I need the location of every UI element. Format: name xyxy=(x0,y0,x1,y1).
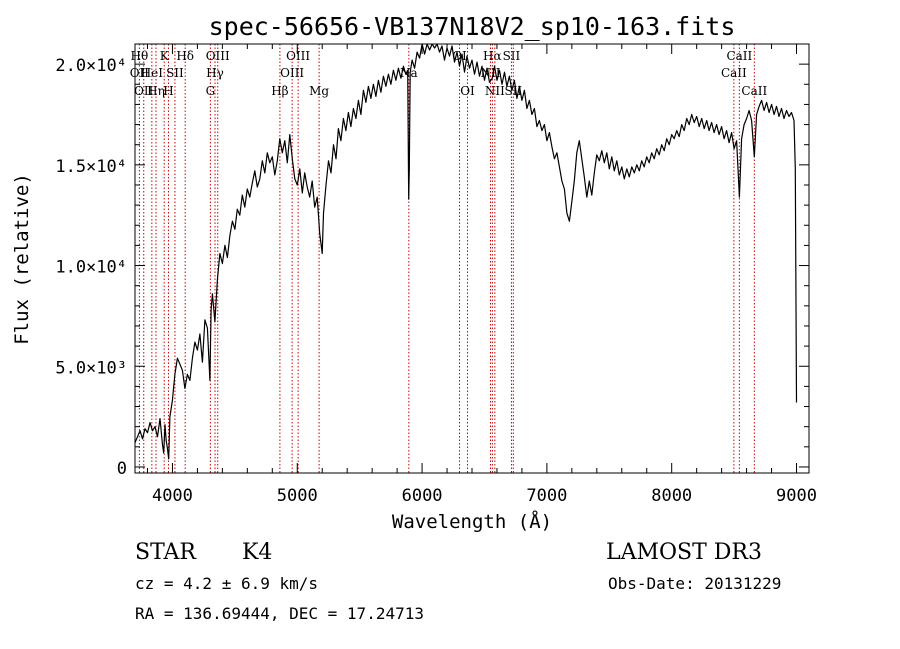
survey-name: LAMOST DR3 xyxy=(606,540,762,565)
spectrum-line xyxy=(134,43,798,460)
spectral-line-label: Hθ xyxy=(131,49,149,63)
spectral-line-label: Mg xyxy=(309,84,329,98)
y-tick-label: 1.5×10⁴ xyxy=(55,157,127,177)
spectral-line-label: K xyxy=(160,49,170,63)
x-tick-label: 8000 xyxy=(651,486,692,506)
spectral-line-label: OI xyxy=(460,84,475,98)
spectral-line-label: CaII xyxy=(726,49,752,63)
spectral-line-label: OIII xyxy=(280,66,304,80)
spectral-line-label: SII xyxy=(166,66,184,80)
object-subclass: K4 xyxy=(242,540,273,565)
spectral-line-label: Hγ xyxy=(206,66,224,80)
spectral-line-label: OIII xyxy=(206,49,230,63)
spectral-line-label: NII xyxy=(485,84,505,98)
chart-title: spec-56656-VB137N18V2_sp10-163.fits xyxy=(209,12,736,41)
spectral-line-label: CaII xyxy=(721,66,747,80)
spectral-line-label: Hβ xyxy=(271,84,288,98)
redshift-info: cz = 4.2 ± 6.9 km/s xyxy=(135,574,319,593)
x-tick-label: 4000 xyxy=(152,486,193,506)
spectral-line-label: Hα xyxy=(483,49,502,63)
x-tick-label: 5000 xyxy=(277,486,318,506)
x-axis-label: Wavelength (Å) xyxy=(392,510,552,533)
coordinates-info: RA = 136.69444, DEC = 17.24713 xyxy=(135,604,424,623)
x-tick-label: 6000 xyxy=(402,486,443,506)
y-tick-label: 0 xyxy=(117,459,127,479)
x-tick-label: 9000 xyxy=(776,486,817,506)
spectral-line-label: OII xyxy=(134,84,154,98)
x-tick-label: 7000 xyxy=(526,486,567,506)
x-axis-ticks: 4000 5000 6000 7000 8000 9000 xyxy=(146,44,817,506)
spectrum-series xyxy=(134,43,798,460)
y-tick-label: 5.0×10³ xyxy=(55,358,127,378)
y-axis-label: Flux (relative) xyxy=(11,173,33,345)
spectral-line-label: OI xyxy=(452,49,467,63)
spectral-line-label: H xyxy=(163,84,173,98)
spectral-line-label: OIII xyxy=(286,49,310,63)
plot-frame xyxy=(134,43,810,474)
spectral-line-label: Hδ xyxy=(176,49,194,63)
spectral-line-label: SII xyxy=(503,49,521,63)
spectral-line-label: HeI xyxy=(141,66,164,80)
y-tick-label: 1.0×10⁴ xyxy=(55,258,127,278)
observation-date: Obs-Date: 20131229 xyxy=(608,574,782,593)
spectral-line-label: CaII xyxy=(741,84,767,98)
y-axis-ticks: 0 5.0×10³ 1.0×10⁴ 1.5×10⁴ 2.0×10⁴ xyxy=(55,56,809,479)
y-tick-label: 2.0×10⁴ xyxy=(55,56,127,76)
spectral-line-label: G xyxy=(206,84,216,98)
spectral-line-label: Hη xyxy=(147,84,165,98)
spectral-line-markers: HθOIIOIIHeIHηKHSIIHδGHγOIIIHβOIIIOIIIMgN… xyxy=(130,44,767,473)
object-class: STAR xyxy=(135,540,196,565)
